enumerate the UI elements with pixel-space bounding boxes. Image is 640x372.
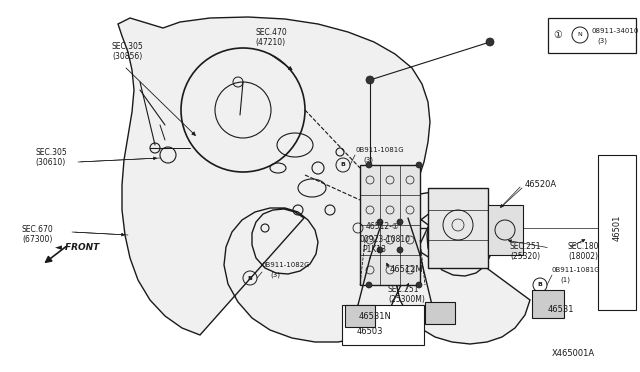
Text: 46512-①: 46512-① [366, 222, 400, 231]
Bar [488, 205, 523, 255]
Text: (18002): (18002) [568, 252, 598, 261]
Text: X465001A: X465001A [552, 349, 595, 358]
Text: (30610): (30610) [35, 158, 65, 167]
Text: 08911-34010: 08911-34010 [592, 28, 639, 34]
Text: (3): (3) [363, 157, 373, 163]
Bar [342, 305, 424, 345]
Circle shape [377, 219, 383, 225]
Circle shape [366, 76, 374, 84]
Text: (3): (3) [597, 38, 607, 45]
Bar [548, 18, 636, 53]
Text: (47210): (47210) [255, 38, 285, 47]
Circle shape [416, 162, 422, 168]
Text: SEC.305: SEC.305 [35, 148, 67, 157]
Polygon shape [360, 165, 420, 285]
Bar [598, 155, 636, 310]
Text: (3): (3) [270, 272, 280, 278]
Text: 0B911-1082G: 0B911-1082G [262, 262, 310, 268]
Text: (25320): (25320) [510, 252, 540, 261]
Text: 46501: 46501 [612, 215, 621, 241]
Circle shape [416, 282, 422, 288]
Circle shape [397, 247, 403, 253]
Circle shape [366, 282, 372, 288]
Text: (30856): (30856) [112, 52, 142, 61]
Text: P1K13: P1K13 [362, 245, 386, 254]
Text: B: B [340, 163, 346, 167]
Text: 46531: 46531 [548, 305, 575, 314]
Bar [428, 188, 488, 268]
Text: N: N [578, 32, 582, 38]
Bar [425, 302, 455, 324]
Text: SEC.305: SEC.305 [112, 42, 144, 51]
Text: SEC.670: SEC.670 [22, 225, 54, 234]
Circle shape [397, 219, 403, 225]
Text: 46512M: 46512M [390, 265, 424, 274]
Text: 00923-10810: 00923-10810 [360, 235, 411, 244]
Text: B: B [248, 276, 252, 280]
Text: ①: ① [554, 30, 563, 40]
Bar [345, 305, 375, 327]
Polygon shape [118, 17, 530, 344]
Text: 0B911-1081G: 0B911-1081G [552, 267, 600, 273]
Text: 46531N: 46531N [358, 312, 392, 321]
Text: SEC.180: SEC.180 [568, 242, 600, 251]
Text: (1): (1) [560, 276, 570, 283]
Text: B: B [538, 282, 543, 288]
Text: SEC.251: SEC.251 [510, 242, 541, 251]
Text: 0B911-1081G: 0B911-1081G [355, 147, 404, 153]
Circle shape [377, 247, 383, 253]
Circle shape [366, 162, 372, 168]
Text: ◄ FRONT: ◄ FRONT [55, 243, 99, 252]
Bar [532, 290, 564, 318]
Text: SEC.470: SEC.470 [255, 28, 287, 37]
Text: 46503: 46503 [356, 327, 383, 336]
Text: (25300M): (25300M) [388, 295, 425, 304]
Text: SEC.251: SEC.251 [388, 285, 419, 294]
Text: 46520A: 46520A [525, 180, 557, 189]
Text: (67300): (67300) [22, 235, 52, 244]
Circle shape [486, 38, 494, 46]
